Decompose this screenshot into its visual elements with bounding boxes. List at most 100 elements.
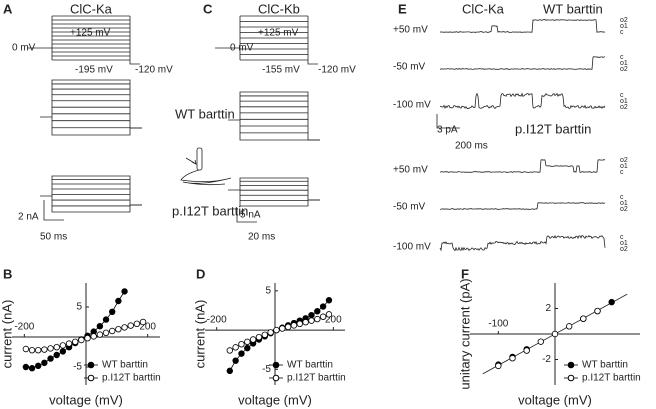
trace <box>439 92 606 109</box>
voltage-label: +50 mV <box>393 165 428 176</box>
panel-letter: F <box>461 266 469 281</box>
condition-label: p.I12T barttin <box>172 203 248 218</box>
data-point <box>255 333 263 341</box>
data-point <box>133 320 141 327</box>
panel-title: ClC-Kb <box>258 1 300 16</box>
panel-title: ClC-Ka <box>70 1 113 16</box>
x-tick-label: -200 <box>14 322 34 333</box>
data-point <box>314 315 321 323</box>
state-label: c <box>620 29 624 36</box>
scale-label: 50 ms <box>40 232 67 243</box>
y-tick-label: 5 <box>265 285 271 296</box>
state-label: o2 <box>620 104 628 111</box>
data-point <box>244 344 251 352</box>
voltage-label: -100 mV <box>393 100 431 111</box>
panel-letter: B <box>3 266 12 281</box>
data-point <box>284 323 292 331</box>
legend-label: p.I12T barttin <box>102 373 161 384</box>
data-point <box>41 359 48 366</box>
data-point <box>22 345 30 353</box>
data-point <box>90 333 97 340</box>
data-point <box>65 340 73 347</box>
state-label: o2 <box>620 66 628 73</box>
data-point <box>249 336 257 343</box>
data-point <box>115 326 122 333</box>
data-point <box>109 308 116 315</box>
condition-label: WT barttin <box>175 106 235 121</box>
scale-label: 200 ms <box>455 141 488 152</box>
state-label: o2 <box>620 157 628 164</box>
data-point <box>47 355 54 362</box>
state-label: c <box>620 92 624 99</box>
data-point <box>537 338 545 345</box>
data-point <box>127 322 134 329</box>
trace <box>436 114 460 129</box>
y-axis-label: current (nA) <box>192 300 207 369</box>
data-point <box>551 330 559 338</box>
data-point <box>96 331 104 338</box>
x-axis-label: voltage (mV) <box>518 392 592 407</box>
data-point <box>314 308 321 315</box>
state-label: o2 <box>620 206 628 213</box>
data-point <box>22 363 30 371</box>
scale-label: 2 nA <box>18 212 39 223</box>
y-axis-label: current (nA) <box>0 300 14 369</box>
panel-letter: E <box>398 1 407 16</box>
panel-letter: A <box>3 1 13 16</box>
x-axis-label: voltage (mV) <box>49 392 123 407</box>
data-point <box>121 324 128 331</box>
data-point <box>28 347 36 354</box>
trace <box>439 202 606 210</box>
data-point <box>244 338 251 346</box>
data-point <box>495 362 502 370</box>
data-point <box>261 331 268 338</box>
state-label: o1 <box>620 98 628 105</box>
voltage-label: -100 mV <box>393 242 431 253</box>
data-point <box>53 351 60 359</box>
legend-marker <box>567 374 575 382</box>
y-tick-label: -5 <box>73 362 82 373</box>
state-label: o1 <box>620 200 628 207</box>
voltage-label: +50 mV <box>393 25 428 36</box>
voltage-label: +125 mV <box>258 28 299 39</box>
data-point <box>115 297 122 305</box>
data-point <box>238 341 245 348</box>
legend-label: p.I12T barttin <box>582 373 641 384</box>
state-label: o2 <box>620 246 628 253</box>
scale-label: 20 ms <box>248 232 275 243</box>
scale-label: 3 pA <box>437 125 458 136</box>
trace <box>228 91 320 141</box>
data-point <box>28 365 36 372</box>
data-point <box>232 344 239 351</box>
data-point <box>267 329 274 336</box>
trace <box>215 15 318 65</box>
trace <box>440 56 606 70</box>
data-point <box>41 346 48 353</box>
y-tick-label: 2 <box>545 303 551 314</box>
voltage-label: -50 mV <box>393 62 426 73</box>
x-axis-label: voltage (mV) <box>238 392 312 407</box>
trace <box>27 15 140 65</box>
x-tick-label: 200 <box>139 322 156 333</box>
data-point <box>296 320 303 327</box>
data-point <box>226 347 233 354</box>
legend-marker <box>272 361 280 369</box>
voltage-label: 0 mV <box>230 43 254 54</box>
data-point <box>325 311 333 318</box>
condition-label: p.I12T barttin <box>515 121 591 136</box>
y-tick-label: -5 <box>262 364 271 375</box>
legend-marker <box>87 374 95 382</box>
state-label: o1 <box>620 60 628 67</box>
state-label: c <box>620 234 624 241</box>
data-point <box>109 327 116 335</box>
legend-label: p.I12T barttin <box>287 373 346 384</box>
data-point <box>608 298 615 306</box>
trace <box>228 177 320 207</box>
data-point <box>47 345 54 352</box>
data-point <box>580 315 587 322</box>
data-point <box>594 307 601 315</box>
data-point <box>78 336 85 344</box>
legend-label: WT barttin <box>582 360 628 371</box>
data-point <box>53 344 60 351</box>
legend-label: WT barttin <box>102 360 148 371</box>
